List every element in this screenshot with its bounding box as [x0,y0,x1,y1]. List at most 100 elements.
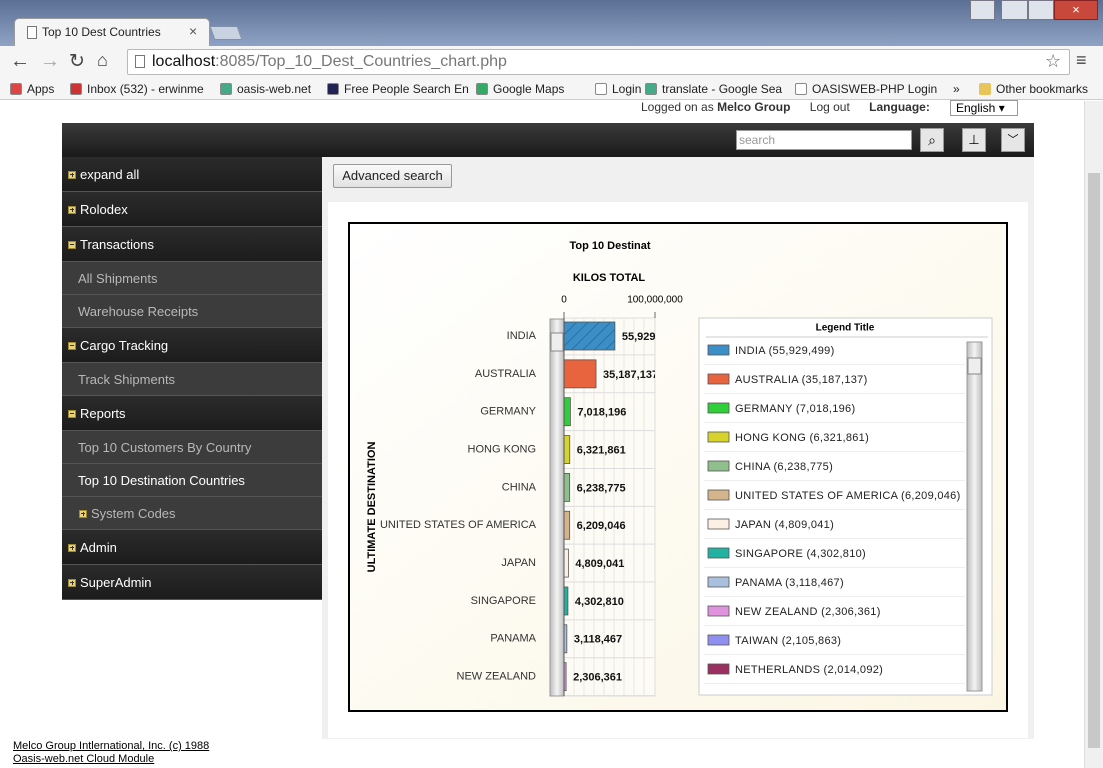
menu-label: SuperAdmin [80,574,152,590]
menu-item[interactable]: Top 10 Destination Countries [62,464,322,497]
category-label: CHINA [502,481,537,493]
bookmark-icon [645,83,657,95]
legend-label: INDIA (55,929,499) [735,345,835,357]
advanced-search-button[interactable]: Advanced search [333,164,452,188]
bookmark-label: Login [612,82,642,96]
bookmark-label: OASISWEB-PHP Login [812,82,938,96]
footer-line-2[interactable]: Oasis-web.net Cloud Module [13,753,155,765]
bar [563,472,571,502]
legend-swatch [707,402,730,414]
menu-item[interactable]: Top 10 Customers By Country [62,431,322,464]
forward-button[interactable]: → [40,50,60,72]
legend-swatch [707,576,730,588]
bookmark-icon [476,83,488,95]
bookmarks-bar [0,78,1103,100]
reload-button[interactable]: ↻ [69,51,85,72]
menu-label: System Codes [91,505,176,521]
chart-title: Top 10 Destinat [569,240,650,252]
menu-item[interactable]: All Shipments [62,262,322,295]
legend-items: INDIA (55,929,499) AUSTRALIA (35,187,137)… [704,344,965,684]
bar [563,435,571,464]
tab-icon [27,26,37,39]
pin-button[interactable]: ⊥ [962,128,986,152]
menu-section[interactable]: Rolodex [62,192,322,227]
legend-swatch [707,547,730,559]
x-tick-label: 0 [561,295,567,306]
legend-label: JAPAN (4,809,041) [735,519,834,531]
page-scrollbar[interactable] [1084,101,1103,768]
address-bar[interactable]: localhost:8085/Top_10_Dest_Countries_cha… [127,49,1070,75]
tab-title: Top 10 Dest Countries [42,25,161,39]
value-label: 2,306,361 [573,672,622,684]
menu-item[interactable]: Track Shipments [62,363,322,396]
bookmark[interactable]: oasis-web.net [220,82,311,96]
bookmark-star[interactable]: ☆ [1045,51,1062,71]
bookmark[interactable]: Inbox (532) - erwinme [70,82,204,96]
category-label: HONG KONG [468,443,536,455]
back-button[interactable]: ← [10,50,30,72]
more-bookmarks[interactable]: » [953,82,960,96]
user-button[interactable] [970,0,995,20]
bookmark[interactable]: Login [595,82,641,96]
menu-section[interactable]: expand all [62,157,322,192]
user-name: Melco Group [717,100,791,114]
bookmark-label: Google Maps [493,82,565,96]
x-axis-label: KILOS TOTAL [573,272,646,284]
menu-section[interactable]: Cargo Tracking [62,328,322,363]
minimize-button[interactable] [1000,0,1028,20]
menu-button[interactable]: ≡ [1076,50,1087,70]
other-bookmarks[interactable]: Other bookmarks [979,82,1088,96]
page-icon [135,55,145,68]
bookmark-icon [795,83,807,95]
menu-label: Admin [80,539,117,555]
value-label: 35,187,137 [603,369,658,381]
language-select[interactable]: English ▾ [950,100,1018,116]
window-controls: × [970,0,1098,20]
toggle-icon [68,543,76,552]
footer-line-1[interactable]: Melco Group Intlernational, Inc. (c) 198… [13,740,210,752]
menu-section[interactable]: Transactions [62,227,322,262]
legend-label: HONG KONG (6,321,861) [735,432,869,444]
active-tab[interactable]: Top 10 Dest Countries × [14,18,210,46]
logout-link[interactable]: Log out [809,100,850,114]
bar [563,548,569,578]
menu-label: Rolodex [80,201,128,217]
bookmark[interactable]: OASISWEB-PHP Login [795,82,937,96]
menu-item[interactable]: Warehouse Receipts [62,295,322,328]
search-input[interactable]: search [736,130,912,150]
home-button[interactable]: ⌂ [97,50,108,70]
menu-section[interactable]: Admin [62,530,322,565]
maximize-button[interactable] [1027,0,1055,20]
bookmark[interactable]: Free People Search En [327,82,469,96]
plot-scrollbar[interactable] [549,318,565,697]
bar [563,510,571,540]
value-label: 3,118,467 [574,634,622,646]
plot-scroll-thumb[interactable] [550,332,564,352]
bookmark-icon [70,83,82,95]
legend-label: CHINA (6,238,775) [735,461,833,473]
bookmark-label: Apps [27,82,55,96]
menu-section[interactable]: Reports [62,396,322,431]
search-button[interactable]: ⌕ [920,128,944,152]
category-label: JAPAN [501,557,536,569]
legend-swatch [707,460,730,472]
url: localhost:8085/Top_10_Dest_Countries_cha… [152,53,507,71]
menu-section[interactable]: SuperAdmin [62,565,322,600]
legend-label: TAIWAN (2,105,863) [735,635,841,647]
collapse-button[interactable]: ﹀ [1001,128,1025,152]
value-label: 6,238,775 [577,482,626,494]
menu-item[interactable]: System Codes [62,497,322,530]
menu-label: Cargo Tracking [80,337,169,353]
bookmark[interactable]: Apps [10,82,54,96]
legend-label: UNITED STATES OF AMERICA (6,209,046) [735,490,961,502]
close-button[interactable]: × [1054,0,1098,20]
toggle-icon [68,240,76,249]
legend-scrollbar[interactable] [966,341,983,692]
scroll-thumb[interactable] [1088,173,1100,748]
legend-label: AUSTRALIA (35,187,137) [735,374,868,386]
bookmark[interactable]: Google Maps [476,82,564,96]
new-tab-button[interactable] [209,26,243,40]
tab-close[interactable]: × [189,23,198,39]
bookmark[interactable]: translate - Google Sea [645,82,782,96]
legend-scroll-thumb[interactable] [967,357,982,375]
